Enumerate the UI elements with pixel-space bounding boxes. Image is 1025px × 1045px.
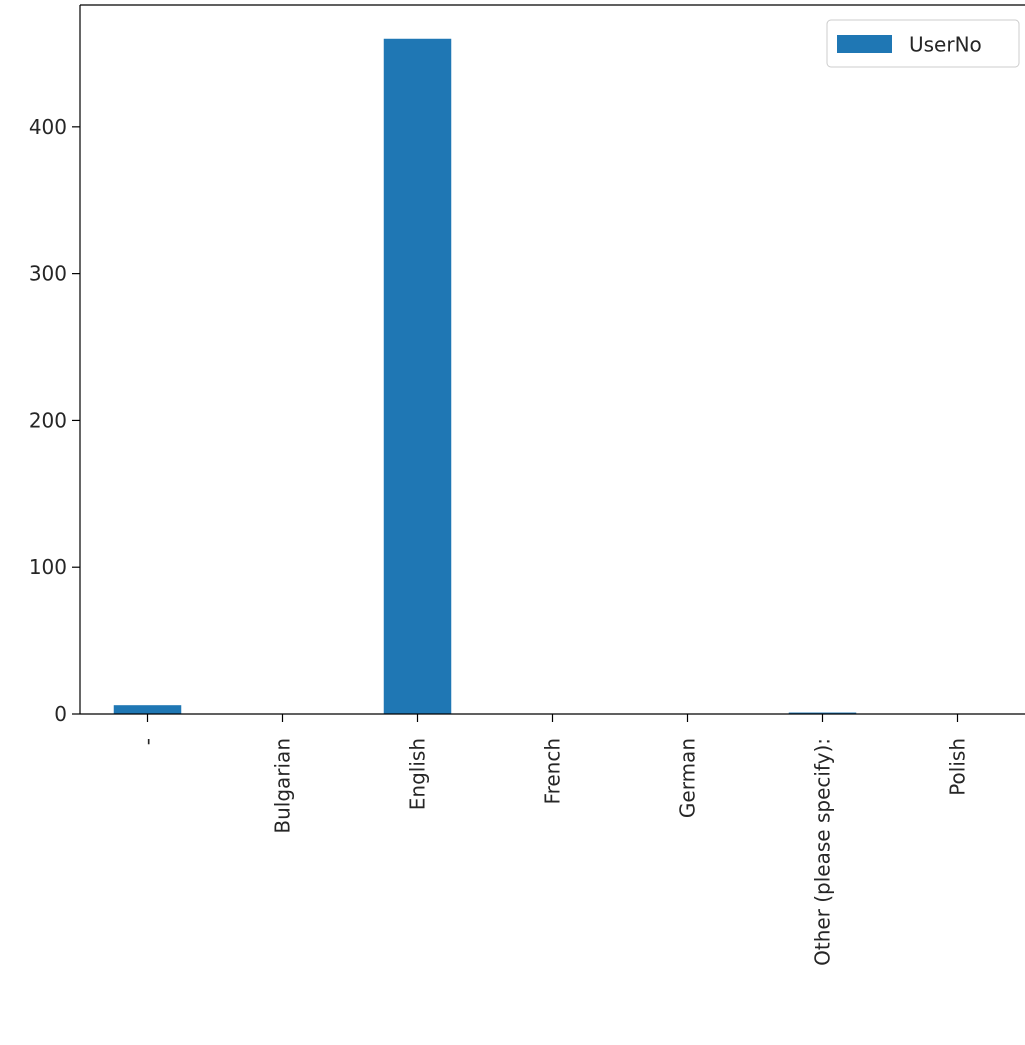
x-tick-label-6: Polish <box>946 738 970 796</box>
y-tick-label-2: 200 <box>29 408 67 432</box>
x-tick-label-3: French <box>541 738 565 804</box>
y-tick-label-1: 100 <box>29 555 67 579</box>
legend-swatch <box>837 35 892 53</box>
y-tick-label-4: 400 <box>29 115 67 139</box>
y-tick-label-3: 300 <box>29 262 67 286</box>
plot-frame <box>79 4 1025 715</box>
bar-0 <box>113 705 182 714</box>
x-tick-label-0: - <box>136 738 160 745</box>
bar-5 <box>788 712 857 714</box>
legend: UserNo <box>826 19 1020 68</box>
x-tick-label-1: Bulgarian <box>271 738 295 834</box>
y-tick-label-0: 0 <box>54 702 67 726</box>
x-tick-label-4: German <box>676 738 700 818</box>
legend-label: UserNo <box>909 33 982 57</box>
bars-layer <box>113 38 857 715</box>
bar-2 <box>383 38 452 715</box>
y-axis: 0 100 200 300 400 <box>29 115 80 726</box>
x-axis: - Bulgarian English French German Other (plea… <box>136 714 970 966</box>
legend-box <box>826 19 1020 68</box>
x-tick-label-5: Other (please specify): <box>811 738 835 966</box>
x-tick-label-2: English <box>406 738 430 810</box>
